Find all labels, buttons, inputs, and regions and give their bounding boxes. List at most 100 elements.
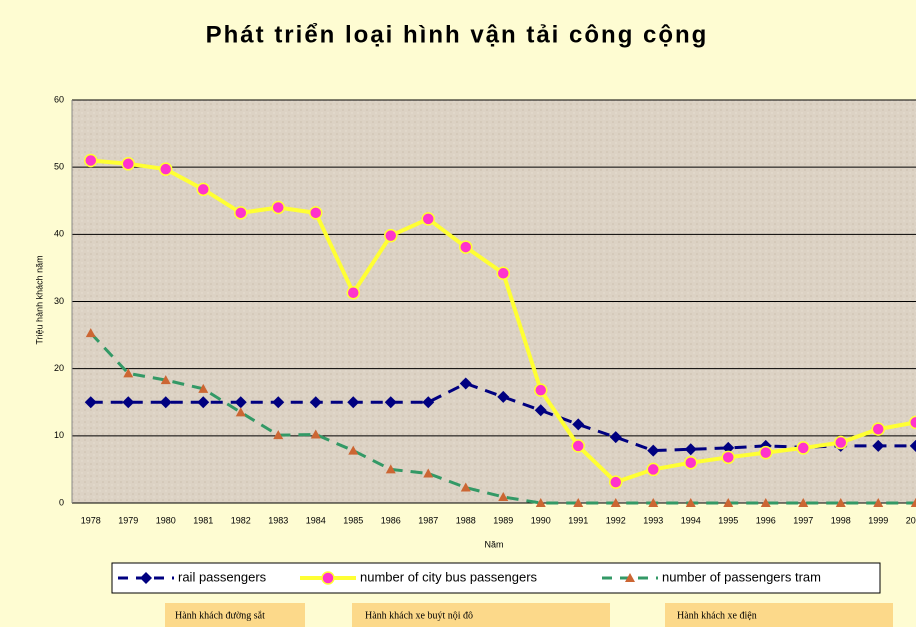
x-tick-label: 1989 xyxy=(493,515,513,525)
legend-label: number of city bus passengers xyxy=(360,569,538,584)
marker xyxy=(84,153,98,168)
marker xyxy=(534,404,547,417)
marker xyxy=(459,377,472,390)
x-tick-label: 1990 xyxy=(531,515,551,525)
marker xyxy=(798,498,809,507)
x-tick-label: 1978 xyxy=(81,515,101,525)
marker xyxy=(196,182,210,197)
marker xyxy=(421,212,435,226)
marker xyxy=(796,441,810,455)
marker xyxy=(535,498,546,507)
marker xyxy=(684,455,698,470)
marker xyxy=(609,475,623,489)
x-tick-label: 1994 xyxy=(681,515,701,525)
marker xyxy=(834,435,848,450)
footer-box xyxy=(665,603,893,627)
marker xyxy=(721,450,735,465)
marker xyxy=(384,396,397,409)
legend xyxy=(111,562,881,594)
chart-title: Phát triển loại hình vận tải công cộng xyxy=(206,21,709,48)
marker xyxy=(198,383,209,393)
marker xyxy=(140,572,152,584)
x-tick-label: 2000 xyxy=(906,515,916,525)
marker xyxy=(909,415,916,430)
y-tick-label: 60 xyxy=(54,94,64,104)
marker xyxy=(422,396,435,409)
x-tick-label: 1985 xyxy=(343,515,363,525)
marker xyxy=(573,498,584,507)
marker xyxy=(498,491,509,501)
marker xyxy=(234,396,247,409)
y-tick-label: 20 xyxy=(54,363,64,373)
marker xyxy=(385,464,396,474)
marker xyxy=(871,422,885,436)
y-axis-label: Triệu hành khách năm xyxy=(34,255,44,344)
marker xyxy=(647,444,660,457)
marker xyxy=(909,439,916,452)
marker xyxy=(321,571,335,585)
x-tick-label: 1996 xyxy=(756,515,776,525)
marker xyxy=(723,498,734,507)
y-tick-label: 40 xyxy=(54,229,64,239)
x-tick-label: 1979 xyxy=(118,515,138,525)
marker xyxy=(346,286,360,300)
legend-label: rail passengers xyxy=(178,569,267,584)
x-axis-label: Năm xyxy=(484,539,503,549)
x-tick-label: 1992 xyxy=(606,515,626,525)
marker xyxy=(610,498,621,507)
footer-label: Hành khách xe điện xyxy=(677,610,757,621)
y-tick-label: 50 xyxy=(54,162,64,172)
series-line xyxy=(90,381,916,453)
marker xyxy=(159,162,173,176)
marker xyxy=(835,498,846,507)
marker xyxy=(609,431,622,444)
x-tick-label: 1991 xyxy=(568,515,588,525)
marker xyxy=(910,498,916,507)
marker xyxy=(310,429,321,439)
x-tick-label: 1988 xyxy=(456,515,476,525)
x-tick-label: 1986 xyxy=(381,515,401,525)
marker xyxy=(646,462,660,477)
marker xyxy=(347,396,360,409)
marker xyxy=(459,240,473,254)
y-tick-label: 10 xyxy=(54,430,64,440)
marker xyxy=(572,418,585,431)
marker xyxy=(423,468,434,478)
marker xyxy=(159,396,172,409)
x-tick-label: 1980 xyxy=(156,515,176,525)
marker xyxy=(122,396,135,409)
x-tick-label: 1981 xyxy=(193,515,213,525)
marker xyxy=(309,206,323,220)
marker xyxy=(309,396,322,409)
y-tick-label: 0 xyxy=(59,497,64,507)
marker xyxy=(123,368,134,378)
legend-label: number of passengers tram xyxy=(662,569,821,584)
footer-label: Hành khách xe buýt nội đô xyxy=(365,610,473,621)
marker xyxy=(271,200,285,215)
marker xyxy=(273,430,284,440)
x-tick-label: 1984 xyxy=(306,515,326,525)
marker xyxy=(534,383,548,397)
x-tick-label: 1997 xyxy=(793,515,813,525)
marker xyxy=(625,573,635,582)
marker xyxy=(384,228,398,243)
marker xyxy=(722,441,735,454)
series-line xyxy=(89,332,916,505)
marker xyxy=(160,375,171,385)
x-tick-label: 1987 xyxy=(418,515,438,525)
marker xyxy=(84,396,97,409)
marker xyxy=(85,328,96,338)
footer-box xyxy=(352,603,610,627)
marker xyxy=(496,266,510,281)
marker xyxy=(460,482,471,492)
marker xyxy=(348,445,359,455)
x-tick-label: 1998 xyxy=(831,515,851,525)
marker xyxy=(234,206,248,220)
marker xyxy=(685,498,696,507)
x-tick-label: 1999 xyxy=(868,515,888,525)
x-tick-label: 1983 xyxy=(268,515,288,525)
marker xyxy=(497,390,510,403)
x-tick-label: 1993 xyxy=(643,515,663,525)
marker xyxy=(121,157,135,171)
